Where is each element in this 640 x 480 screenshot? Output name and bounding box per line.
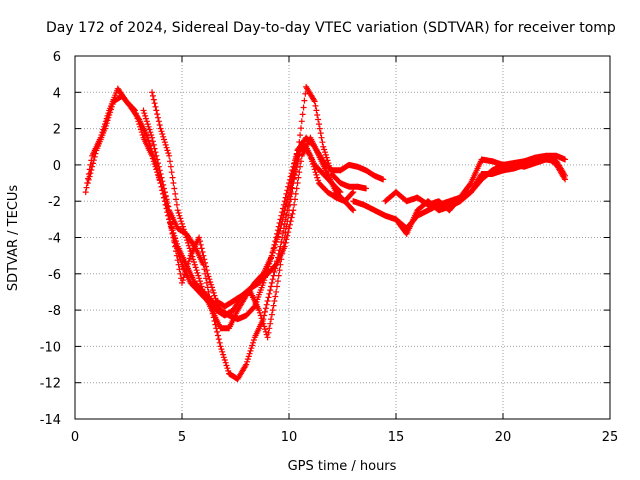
data-point [320, 143, 327, 150]
x-tick-label: 20 [495, 430, 512, 445]
y-axis-title: SDTVAR / TECUs [6, 185, 21, 292]
x-tick-labels: 0 5 10 15 20 25 [71, 430, 618, 445]
series-trace-markers [149, 92, 386, 332]
x-tick-label: 0 [71, 430, 79, 445]
series-trace-markers [83, 86, 343, 322]
data-point [268, 279, 275, 286]
data-series [82, 83, 569, 383]
series-trace-markers [162, 141, 356, 338]
data-point [174, 207, 181, 214]
plot-area-frame [74, 55, 611, 420]
data-point [140, 107, 147, 114]
series-track-8 [393, 152, 569, 237]
data-point [217, 343, 224, 350]
data-point [161, 189, 168, 196]
y-tick-labels: -14 -12 -10 -8 -6 -4 -2 0 2 4 6 [40, 50, 61, 428]
data-point [166, 152, 173, 159]
series-track-5 [161, 140, 357, 341]
data-point [84, 180, 91, 187]
data-point [170, 234, 177, 241]
series-trace-markers [393, 153, 568, 236]
data-point [149, 134, 156, 141]
data-point [273, 288, 280, 295]
y-tick-label: -6 [48, 268, 61, 283]
x-tick-label: 5 [178, 430, 186, 445]
y-tick-label: 4 [53, 86, 61, 101]
x-tick-label: 25 [602, 430, 619, 445]
y-tick-label: -10 [40, 340, 61, 355]
data-point [264, 334, 271, 341]
data-point [157, 125, 164, 132]
chart-title: Day 172 of 2024, Sidereal Day-to-day VTE… [46, 20, 616, 36]
data-point [149, 89, 156, 96]
x-axis-title: GPS time / hours [288, 459, 397, 474]
series-track-3 [149, 89, 387, 332]
y-tick-label: -4 [48, 232, 61, 247]
series-trace-markers [85, 93, 356, 318]
series-track-4 [140, 83, 370, 383]
data-point [191, 261, 198, 268]
x-tick-label: 10 [281, 430, 298, 445]
data-point [179, 279, 185, 286]
series-track-2 [84, 92, 357, 319]
data-point [157, 170, 164, 177]
data-point [281, 234, 288, 241]
x-tick-label: 15 [388, 430, 405, 445]
y-tick-label: 6 [53, 50, 61, 65]
y-tick-label: -14 [40, 413, 61, 428]
data-point [204, 270, 211, 277]
y-tick-label: -12 [40, 377, 61, 392]
y-tick-label: 0 [53, 159, 61, 174]
data-point [290, 180, 297, 187]
y-tick-label: -2 [48, 195, 61, 210]
data-point [208, 307, 215, 314]
y-tick-label: 2 [53, 123, 61, 138]
y-tick-label: -8 [48, 304, 61, 319]
data-point [82, 189, 89, 196]
